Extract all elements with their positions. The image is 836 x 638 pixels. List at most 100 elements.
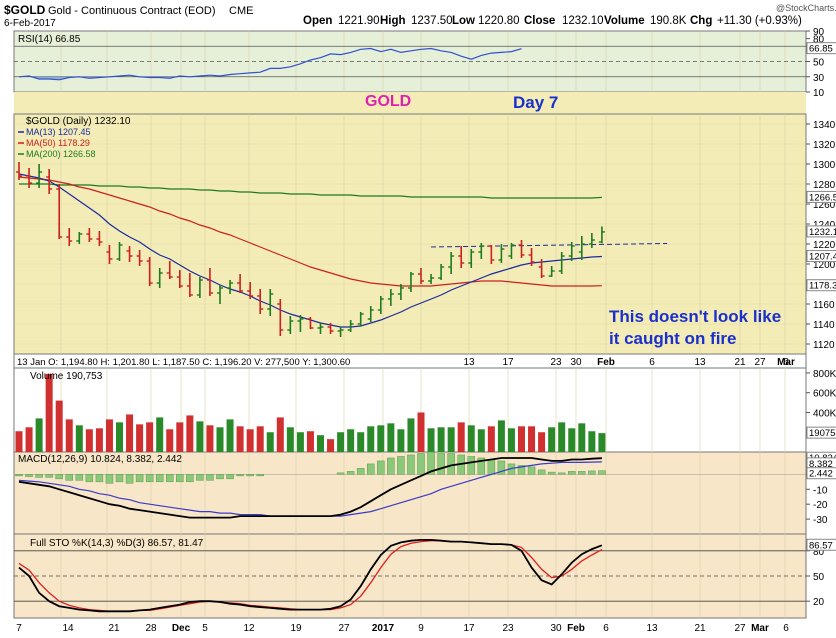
macd-hist-last-value-box	[806, 467, 836, 480]
price-legend-1: MA(13) 1207.45	[26, 127, 91, 137]
macd-histogram-bar	[568, 471, 576, 475]
ma200-last-value-box	[806, 190, 836, 203]
note-line-2: it caught on fire	[609, 329, 737, 348]
ma13-last-value-box	[806, 250, 836, 263]
volume-bar	[236, 426, 244, 452]
volume-bar	[598, 433, 606, 452]
y-tick-label: 80	[813, 35, 825, 46]
macd-histogram-bar	[216, 474, 224, 480]
macd-histogram-bar	[578, 471, 586, 475]
macd-histogram-bar	[557, 472, 566, 475]
close-label: Close	[524, 15, 555, 27]
chart-date: 6-Feb-2017	[4, 18, 56, 29]
macd-histogram-bar	[246, 474, 254, 477]
macd-histogram-bar	[145, 474, 154, 483]
y-tick-label: 1140	[813, 320, 835, 331]
macd-histogram-bar	[196, 474, 204, 481]
volume-bar	[387, 423, 395, 452]
volume-bar	[588, 431, 596, 452]
macd-histogram-bar	[95, 474, 104, 483]
macd-histogram-bar	[15, 474, 23, 477]
macd-histogram-bar	[547, 471, 556, 475]
volume-bar	[186, 415, 194, 452]
macd-histogram-bar	[45, 474, 53, 478]
volume-bar	[176, 422, 184, 452]
x-label-lower: 23	[502, 623, 514, 634]
x-label-lower: 13	[646, 623, 658, 634]
price-legend-2: MA(50) 1178.29	[26, 138, 90, 148]
volume-bar	[25, 427, 33, 452]
x-label-lower: 5	[202, 623, 208, 634]
volume-bar	[538, 432, 546, 452]
sto-k-line	[18, 539, 603, 613]
macd-histogram-bar	[356, 468, 365, 475]
x-label-lower: 27	[734, 623, 746, 634]
rsi-line	[18, 47, 522, 81]
resistance-trendline	[431, 243, 668, 248]
macd-histogram-bar	[135, 474, 144, 483]
volume-bar	[447, 427, 455, 452]
volume-last-value-box	[806, 426, 836, 439]
x-label-lower: Dec	[172, 623, 191, 634]
x-label-upper: 17	[502, 357, 514, 368]
y-tick-label: 1160	[813, 300, 835, 311]
macd-histogram-bar	[75, 474, 84, 481]
y-tick-label: 1340	[813, 120, 836, 131]
volume-bar	[558, 422, 566, 452]
volume-bar	[85, 429, 93, 452]
volume-bar	[196, 421, 204, 452]
volume-bar	[156, 417, 164, 452]
ma13-last-value: 1207.4	[809, 252, 836, 263]
rsi-legend: RSI(14) 66.85	[18, 34, 81, 45]
volume-bar	[126, 414, 134, 452]
ma50-line	[18, 176, 602, 287]
high-value: 1237.50	[411, 15, 453, 27]
macd-histogram-bar	[588, 470, 596, 475]
note-line-1: This doesn't look like	[609, 307, 781, 326]
macd-histogram-bar	[65, 474, 73, 481]
volume-bar	[327, 439, 335, 452]
macd-hist-last-value: 2.442	[809, 469, 833, 480]
y-tick-label: 400K	[813, 408, 836, 419]
macd-histogram-bar	[105, 474, 114, 484]
volume-bar	[206, 425, 214, 452]
x-label-lower: 2017	[372, 623, 395, 634]
x-label-lower: 27	[338, 623, 350, 634]
x-label-lower: 30	[550, 623, 562, 634]
volume-bar	[45, 373, 53, 452]
x-label-upper: Feb	[597, 357, 615, 368]
volume-bar	[306, 431, 314, 452]
ma200-last-value: 1266.58	[809, 192, 836, 203]
volume-value: 190.8K	[650, 15, 687, 27]
volume-bar	[507, 428, 515, 452]
volume-bar	[266, 432, 274, 452]
volume-bar	[116, 422, 123, 452]
low-value: 1220.80	[478, 15, 520, 27]
volume-bar	[15, 431, 23, 452]
low-label: Low	[452, 15, 475, 27]
x-label-lower: 9	[418, 623, 424, 634]
x-label-upper: 30	[570, 357, 582, 368]
macd-histogram-bar	[115, 474, 124, 483]
price-legend-0: $GOLD (Daily) 1232.10	[26, 116, 131, 127]
x-label-upper: Mar	[777, 357, 795, 368]
volume-bar	[317, 435, 324, 452]
volume-bar	[246, 429, 254, 452]
macd-histogram-bar	[155, 474, 164, 483]
day-annotation: Day 7	[513, 93, 558, 112]
y-tick-label: 1280	[813, 180, 836, 191]
macd-signal-last-value: 8.382	[809, 459, 833, 470]
volume-legend: Volume 190,753	[30, 371, 103, 382]
y-tick-label: -20	[813, 500, 828, 511]
header-bar	[0, 0, 836, 30]
y-tick-label: 20	[813, 597, 825, 608]
volume-bar	[75, 425, 83, 452]
volume-bar	[518, 426, 525, 452]
macd-histogram-bar	[527, 466, 536, 475]
x-label-lower: 17	[463, 623, 475, 634]
volume-bar	[437, 427, 445, 452]
x-label-upper: 6	[783, 357, 789, 368]
macd-histogram-bar	[427, 451, 435, 475]
volume-bar	[548, 427, 556, 452]
